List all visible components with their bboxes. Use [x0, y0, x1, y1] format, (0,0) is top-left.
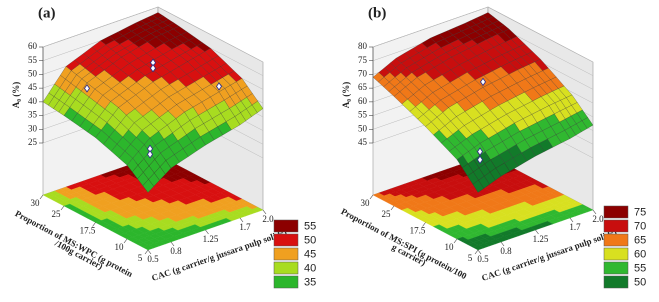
- z-tick-label: 60: [358, 96, 368, 106]
- surface-cell: [472, 180, 484, 193]
- surface-cell: [142, 179, 154, 193]
- legend-swatch: [603, 261, 629, 275]
- data-point: [477, 155, 483, 164]
- z-tick-label: 55: [28, 55, 38, 65]
- x-tick-label: 1.25: [533, 234, 549, 244]
- tick-mark: [592, 209, 597, 215]
- tick-mark: [453, 238, 458, 244]
- z-tick-label: 50: [28, 68, 38, 78]
- z-tick-label: 70: [358, 68, 368, 78]
- y-tick-label: 10: [115, 242, 125, 252]
- tick-mark: [369, 194, 374, 200]
- legend-label: 35: [304, 276, 316, 288]
- legend-swatch: [273, 233, 299, 247]
- x-tick-label: 0.5: [147, 254, 159, 264]
- grid-line: [42, 6, 264, 63]
- tick-mark: [60, 205, 65, 211]
- z-axis-label: A₀ (%): [11, 82, 21, 108]
- legend-swatch: [603, 275, 629, 289]
- tick-mark: [474, 249, 479, 255]
- panel-label: (a): [38, 5, 56, 21]
- tick-mark: [39, 194, 44, 200]
- tick-mark: [170, 241, 175, 247]
- legend-label: 40: [304, 262, 316, 274]
- legend-swatch: [273, 247, 299, 261]
- z-tick-label: 55: [358, 110, 368, 120]
- tick-mark: [535, 229, 539, 235]
- tick-mark: [569, 217, 574, 223]
- y-tick-label: 30: [31, 198, 41, 208]
- x-tick-label: 2.0: [262, 214, 274, 224]
- tick-mark: [147, 249, 152, 255]
- z-tick-label: 60: [28, 41, 38, 51]
- x-tick-label: 1.7: [239, 222, 251, 232]
- data-point: [480, 77, 486, 87]
- tick-mark: [92, 222, 96, 227]
- data-point: [477, 147, 483, 156]
- x-tick-label: 1.25: [203, 234, 219, 244]
- z-tick-label: 75: [358, 55, 368, 65]
- x-tick-label: 0.8: [500, 246, 512, 256]
- legend-label: 55: [634, 262, 646, 274]
- legend-label: 55: [304, 220, 316, 232]
- grid-line: [372, 6, 594, 63]
- y-tick-label: 17.5: [80, 226, 96, 236]
- y-tick-label: 17.5: [410, 226, 426, 236]
- z-tick-label: 40: [28, 96, 38, 106]
- tick-mark: [422, 222, 426, 227]
- z-axis-label: A₀ (%): [341, 82, 351, 108]
- data-point: [84, 84, 90, 93]
- data-point: [150, 64, 156, 73]
- z-tick-label: 80: [358, 41, 368, 51]
- tick-mark: [123, 238, 128, 244]
- tick-mark: [144, 249, 149, 255]
- legend-swatch: [603, 247, 629, 261]
- z-tick-label: 25: [28, 137, 38, 147]
- z-tick-label: 35: [28, 110, 38, 120]
- x-tick-label: 0.5: [477, 254, 489, 264]
- z-tick-label: 50: [358, 123, 368, 133]
- data-point: [147, 150, 153, 159]
- legend-label: 65: [634, 234, 646, 246]
- y-tick-label: 10: [445, 242, 455, 252]
- data-point: [216, 82, 222, 91]
- legend-swatch: [273, 275, 299, 289]
- panel: 45 50 55 60 65 70 75 80 A₀ (%) 0.5 0.8 1.25 1.7 2.0 5 1…: [339, 5, 646, 288]
- y-tick-label: 25: [382, 209, 392, 219]
- legend-label: 75: [634, 206, 646, 218]
- x-tick-label: 2.0: [592, 214, 604, 224]
- panel: 25 30 35 40 45 50 55 60 A₀ (%) 0.5 0.8 1.25 1.7 2.0 5 1…: [11, 5, 316, 288]
- tick-mark: [205, 229, 209, 235]
- z-tick-label: 45: [28, 82, 38, 92]
- tick-mark: [477, 249, 482, 255]
- y-tick-label: 25: [52, 209, 62, 219]
- legend-label: 70: [634, 220, 646, 232]
- z-tick-label: 45: [358, 137, 368, 147]
- x-tick-label: 1.7: [569, 222, 581, 232]
- floor-contour: [142, 245, 155, 251]
- tick-mark: [500, 241, 505, 247]
- legend-swatch: [273, 219, 299, 233]
- legend-swatch: [603, 219, 629, 233]
- panel-label: (b): [368, 5, 386, 21]
- tick-mark: [239, 217, 244, 223]
- legend-swatch: [603, 205, 629, 219]
- tick-mark: [390, 205, 395, 211]
- legend-label: 60: [634, 248, 646, 260]
- y-tick-label: 5: [468, 253, 473, 263]
- y-tick-label: 5: [138, 253, 143, 263]
- tick-mark: [262, 209, 267, 215]
- legend-swatch: [273, 261, 299, 275]
- z-tick-label: 30: [28, 123, 38, 133]
- y-tick-label: 30: [361, 198, 371, 208]
- legend-label: 50: [634, 276, 646, 288]
- legend-label: 50: [304, 234, 316, 246]
- x-tick-label: 0.8: [170, 246, 182, 256]
- legend-swatch: [603, 233, 629, 247]
- floor-contour: [472, 245, 485, 251]
- z-tick-label: 65: [358, 82, 368, 92]
- legend-label: 45: [304, 248, 316, 260]
